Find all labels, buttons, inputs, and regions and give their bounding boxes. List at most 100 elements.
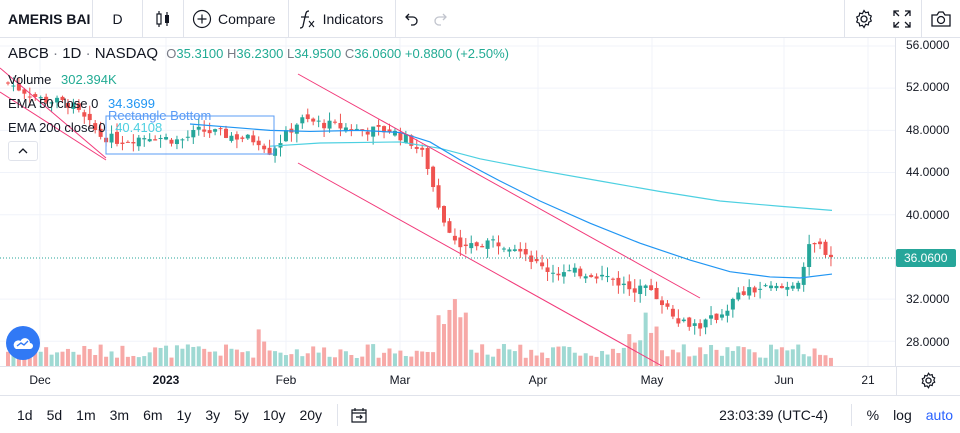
range-5y-button[interactable]: 5y <box>234 406 249 423</box>
clock-timezone[interactable]: 23:03:39 (UTC-4) <box>719 406 828 423</box>
ema50-legend[interactable]: EMA 50 close 0 34.3699 <box>8 96 155 111</box>
last-price-tag: 36.0600 <box>896 249 956 267</box>
candle-body <box>82 112 87 117</box>
range-10y-button[interactable]: 10y <box>262 406 286 423</box>
volume-bar <box>578 355 583 366</box>
range-3m-button[interactable]: 3m <box>109 406 130 423</box>
volume-bar <box>567 346 572 366</box>
volume-bar <box>818 354 823 366</box>
price-chart[interactable] <box>0 38 960 366</box>
settings-button[interactable] <box>845 0 883 38</box>
candle-body <box>382 126 387 133</box>
volume-bar <box>33 350 38 366</box>
candle-body <box>185 136 190 138</box>
volume-bar <box>316 352 321 366</box>
volume-bar <box>714 349 719 366</box>
candle-body <box>556 273 561 276</box>
candle-body <box>16 83 21 91</box>
divider <box>850 403 852 426</box>
candle-body <box>71 102 76 109</box>
volume-bar <box>153 347 158 366</box>
volume-bar <box>82 345 87 366</box>
candle-body <box>545 267 550 272</box>
volume-bar <box>360 356 365 366</box>
volume-bar <box>801 354 806 366</box>
volume-bar <box>572 352 577 366</box>
candle-body <box>698 323 703 329</box>
volume-bar <box>736 346 741 366</box>
candle-body <box>518 248 523 252</box>
volume-bar <box>703 354 708 366</box>
range-5d-button[interactable]: 5d <box>46 406 63 423</box>
volume-legend[interactable]: Volume 302.394K <box>8 72 117 87</box>
time-tick: May <box>640 373 664 387</box>
candle-body <box>49 102 54 104</box>
candle-body <box>343 127 348 132</box>
candle-body <box>98 128 103 137</box>
candle-body <box>169 139 174 144</box>
range-20y-button[interactable]: 20y <box>299 406 323 423</box>
candle-body <box>322 122 327 129</box>
ema200-legend[interactable]: EMA 200 close 0 40.4108 <box>8 120 162 135</box>
collapse-legend-button[interactable] <box>8 141 38 161</box>
volume-bar <box>125 356 130 366</box>
interval-button[interactable]: D <box>112 10 123 27</box>
redo-button[interactable] <box>426 0 456 38</box>
compare-button[interactable]: Compare <box>184 0 288 38</box>
indicators-button[interactable]: Indicators <box>289 0 396 38</box>
candle-body <box>719 314 724 318</box>
ema50-label: EMA 50 close 0 <box>8 96 99 111</box>
volume-bar <box>147 352 152 366</box>
time-axis[interactable]: Dec 2023 Feb Mar Apr May Jun 21 <box>0 366 960 395</box>
volume-bar <box>158 347 163 366</box>
range-1d-button[interactable]: 1d <box>17 406 33 423</box>
candles-style-button[interactable] <box>143 0 183 38</box>
symbol-legend: ABCB · 1D · NASDAQ O35.3100 H36.2300 L34… <box>8 45 509 62</box>
axis-settings-button[interactable] <box>920 372 937 394</box>
symbol-search-button[interactable]: AMERIS BAI <box>8 10 91 27</box>
candle-body <box>240 137 245 139</box>
indicators-label: Indicators <box>322 10 384 27</box>
candle-body <box>812 242 817 245</box>
divider <box>395 0 397 38</box>
range-1m-button[interactable]: 1m <box>76 406 96 423</box>
price-tick: 52.0000 <box>906 80 950 94</box>
volume-bar <box>621 347 626 366</box>
candle-body <box>376 124 381 127</box>
candle-body <box>458 237 463 248</box>
undo-button[interactable] <box>396 0 426 38</box>
candle-body <box>442 206 446 223</box>
snapshot-button[interactable] <box>922 0 960 38</box>
candle-body <box>747 287 752 296</box>
volume-bar <box>207 351 212 366</box>
candle-body <box>256 140 261 146</box>
candle-body <box>818 241 823 245</box>
volume-bar <box>115 357 119 366</box>
candle-body <box>218 128 223 130</box>
range-1y-button[interactable]: 1y <box>176 406 192 423</box>
legend-exchange: NASDAQ <box>94 45 159 62</box>
range-3y-button[interactable]: 3y <box>205 406 221 423</box>
gear-icon <box>921 372 936 389</box>
auto-scale-toggle[interactable]: auto <box>925 406 953 423</box>
volume-bar <box>529 349 534 366</box>
volume-bar <box>627 334 632 366</box>
candle-body <box>567 270 572 272</box>
volume-bar <box>518 344 523 366</box>
range-6m-button[interactable]: 6m <box>143 406 163 423</box>
volume-bar <box>610 348 615 366</box>
volume-bar <box>458 317 463 366</box>
volume-bar <box>240 352 245 366</box>
tradingview-logo-button[interactable] <box>6 326 40 360</box>
candle-body <box>6 82 10 84</box>
candle-body <box>65 102 70 108</box>
fullscreen-button[interactable] <box>883 0 921 38</box>
date-range-button[interactable] <box>346 407 372 423</box>
gear-icon <box>855 9 873 29</box>
percent-scale-toggle[interactable]: % <box>866 406 880 423</box>
volume-bar <box>523 357 528 366</box>
ohlc-values: O35.3100 H36.2300 L34.9500 C36.0600 +0.8… <box>166 46 509 61</box>
candle-body <box>485 240 490 249</box>
candle-body <box>174 139 179 145</box>
log-scale-toggle[interactable]: log <box>893 406 912 423</box>
